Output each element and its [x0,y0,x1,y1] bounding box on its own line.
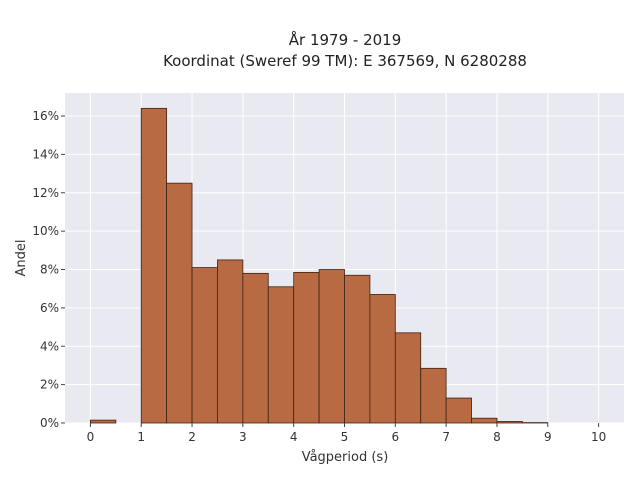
x-tick-label: 8 [493,430,501,444]
histogram-bar [420,367,447,424]
y-tick-label: 12% [32,186,59,200]
histogram-bar [166,182,193,424]
x-tick-label: 1 [137,430,145,444]
histogram-bar [318,269,345,424]
y-tick-label: 10% [32,224,59,238]
histogram-bar [496,421,523,424]
x-tick-label: 7 [442,430,450,444]
histogram-bar [217,259,244,424]
x-tick-label: 3 [239,430,247,444]
chart-subtitle: Koordinat (Sweref 99 TM): E 367569, N 62… [163,52,527,70]
y-tick-label: 4% [40,339,59,353]
histogram-bar [267,286,295,424]
histogram-bar [471,417,498,424]
chart-title: År 1979 - 2019 [289,30,402,49]
histogram-bar [191,267,218,424]
histogram-bar [242,272,269,424]
histogram-bar [369,294,396,424]
x-tick-label: 6 [391,430,399,444]
bars [90,107,549,424]
histogram-bar [394,332,422,424]
histogram-bar [445,397,472,424]
y-tick-label: 14% [32,147,59,161]
y-axis-ticks: 0% 2% 4% 6% 8% 10% 12% 14% 16% [32,109,65,430]
x-axis-label: Vågperiod (s) [302,450,389,465]
x-axis-ticks: 0 1 2 3 4 5 6 7 8 9 10 [87,423,606,444]
y-tick-label: 0% [40,416,59,430]
x-tick-label: 9 [544,430,552,444]
x-tick-label: 4 [290,430,298,444]
y-tick-label: 8% [40,263,59,277]
x-tick-label: 10 [591,430,606,444]
y-tick-label: 2% [40,378,59,392]
x-tick-label: 0 [87,430,95,444]
histogram-bar [344,274,371,424]
x-tick-label: 5 [341,430,349,444]
y-tick-label: 16% [32,109,59,123]
y-tick-label: 6% [40,301,59,315]
histogram-bar [293,271,320,424]
x-tick-label: 2 [188,430,196,444]
histogram-bar [140,107,168,424]
histogram-bar [90,419,117,424]
y-axis-label: Andel [14,240,29,277]
